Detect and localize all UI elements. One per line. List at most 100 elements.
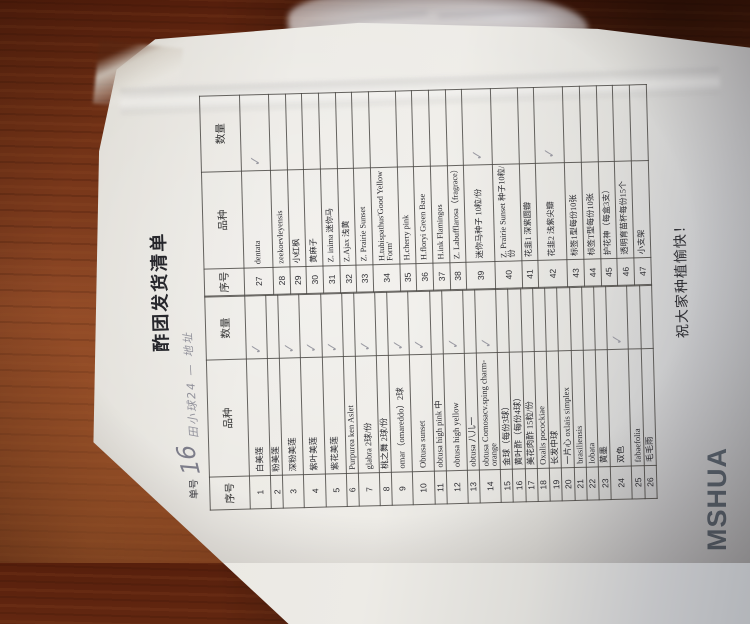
quantity-cell [595, 85, 615, 162]
row-number-cell: 29 [289, 266, 307, 294]
row-number-cell: 8 [379, 472, 393, 506]
order-number-label: 单号 [189, 478, 201, 500]
variety-cell: 紫花美莲 [321, 356, 347, 475]
paper-sheet [93, 22, 750, 624]
quantity-cell: ✓ [239, 94, 271, 172]
footer-wish: 祝大家种植愉快！ [673, 217, 692, 339]
row-number-cell: 1 [249, 475, 272, 510]
quantity-cell [445, 89, 464, 166]
row-number-cell: 31 [322, 265, 341, 294]
row-number-cell: 43 [567, 259, 585, 287]
variety-cell: 花韭2 浅紫尖瓣 [535, 162, 568, 261]
document-title: 酢团发货清单 [148, 231, 172, 353]
row-number-cell: 10 [412, 471, 435, 505]
col-header-qty: 数量 [199, 95, 242, 173]
variety-cell: 毛毛雨 [640, 348, 657, 466]
quantity-checkmark: ✓ [302, 341, 321, 353]
quantity-cell: ✓ [353, 292, 377, 357]
shipping-table: 序号 品种 数量 1 白美莲 ✓ 2 粉美莲 3 深粉美莲 ✓ 4 紫叶美莲 ✓ 5 紫花美莲 ✓ 6 Purpur… [199, 84, 658, 511]
row-number-cell: 38 [449, 262, 467, 290]
row-number-cell: 45 [600, 258, 618, 286]
row-number-cell: 16 [512, 468, 526, 503]
variety-cell: Z. Prairie Sunset 种子10粒/份 [492, 163, 522, 262]
quantity-checkmark: ✓ [411, 339, 430, 351]
quantity-cell [335, 92, 354, 169]
row-number-cell: 44 [583, 258, 602, 287]
quantity-checkmark: ✓ [609, 333, 627, 345]
variety-cell: 紫叶美莲 [300, 357, 326, 475]
row-number-cell: 3 [282, 474, 305, 509]
col-header-name: 品种 [201, 171, 244, 270]
row-number-cell: 4 [303, 474, 326, 508]
quantity-cell: ✓ [386, 291, 410, 356]
variety-cell: 小支架 [631, 160, 651, 258]
quantity-checkmark: ✓ [541, 147, 560, 159]
quantity-checkmark: ✓ [469, 149, 488, 161]
row-number-cell: 2 [270, 475, 284, 509]
order-line: 单号16 田小球24 — 地址 [170, 331, 207, 500]
row-number-cell: 22 [586, 466, 600, 501]
row-number-cell: 24 [610, 466, 633, 500]
row-number-cell: 41 [521, 260, 539, 288]
quantity-cell: ✓ [441, 290, 465, 354]
row-number-cell: 26 [643, 465, 658, 499]
shipping-table-right: 序号 品种 数量 27 dentata ✓ 28 zeekoevleyensis 29 小红枫 30… [199, 84, 652, 297]
quantity-cell: ✓ [320, 293, 344, 358]
quantity-checkmark: ✓ [390, 339, 409, 351]
quantity-cell: ✓ [299, 294, 322, 358]
quantity-cell: ✓ [474, 289, 498, 354]
variety-cell: dentata [241, 170, 273, 269]
variety-cell: glabra 2球/份 [355, 355, 380, 474]
row-number-cell: 11 [433, 470, 447, 505]
handwritten-order-number: 16 [170, 443, 207, 477]
row-number-cell: 25 [631, 465, 645, 500]
row-number-cell: 32 [339, 265, 358, 293]
row-number-cell: 13 [467, 470, 481, 504]
quantity-cell [516, 87, 536, 164]
quantity-cell [351, 91, 371, 169]
row-number-cell: 46 [617, 257, 635, 286]
variety-cell: omar（omareddo）2球 [388, 354, 413, 473]
row-number-cell: 23 [598, 466, 612, 500]
row-number-cell: 6 [346, 473, 360, 507]
variety-cell: 迷你马种子 10粒/份 [463, 164, 496, 263]
row-number-cell: 28 [272, 266, 291, 295]
row-number-cell: 39 [466, 261, 496, 290]
quantity-cell [639, 285, 654, 349]
row-number-cell: 30 [306, 266, 324, 294]
right-table-body: 序号 品种 数量 27 dentata ✓ 28 zeekoevleyensis 29 小红枫 30… [199, 84, 652, 297]
shipping-table-left: 序号 品种 数量 1 白美莲 ✓ 2 粉美莲 3 深粉美莲 ✓ 4 紫叶美莲 ✓ 5 紫花美莲 ✓ 6 Purpur… [204, 285, 658, 511]
col-header-name: 品种 [206, 359, 250, 478]
handwritten-note: 田小球24 — 地址 [181, 331, 201, 439]
quantity-cell [301, 93, 321, 170]
quantity-cell: ✓ [461, 88, 493, 166]
quantity-cell [368, 91, 397, 168]
row-number-cell: 37 [432, 262, 451, 291]
quantity-checkmark: ✓ [478, 337, 496, 349]
quantity-checkmark: ✓ [357, 340, 375, 352]
variety-cell: 深粉美莲 [279, 357, 304, 476]
variety-cell: 双色 [607, 349, 632, 467]
col-header-no: 序号 [209, 476, 251, 511]
row-number-cell: 17 [525, 468, 539, 502]
left-table-body: 序号 品种 数量 1 白美莲 ✓ 2 粉美莲 3 深粉美莲 ✓ 4 紫叶美莲 ✓ 5 紫花美莲 ✓ 6 Purpur… [204, 285, 658, 511]
row-number-cell: 34 [373, 264, 401, 292]
quantity-cell [562, 86, 582, 163]
quantity-cell: ✓ [278, 294, 301, 359]
quantity-cell: ✓ [244, 295, 268, 360]
quantity-cell: ✓ [605, 286, 629, 350]
quantity-checkmark: ✓ [281, 342, 300, 354]
watermark: MSHUA [702, 447, 732, 551]
quantity-cell [318, 92, 338, 170]
quantity-cell [490, 87, 519, 165]
quantity-cell: ✓ [408, 291, 431, 355]
row-number-cell: 12 [446, 470, 469, 504]
row-number-cell: 36 [416, 263, 434, 291]
row-number-cell: 21 [573, 467, 587, 501]
row-number-cell: 19 [549, 467, 563, 502]
quantity-cell [579, 85, 598, 163]
quantity-checkmark: ✓ [324, 341, 342, 353]
row-number-cell: 7 [358, 472, 381, 507]
quantity-cell [428, 89, 448, 167]
